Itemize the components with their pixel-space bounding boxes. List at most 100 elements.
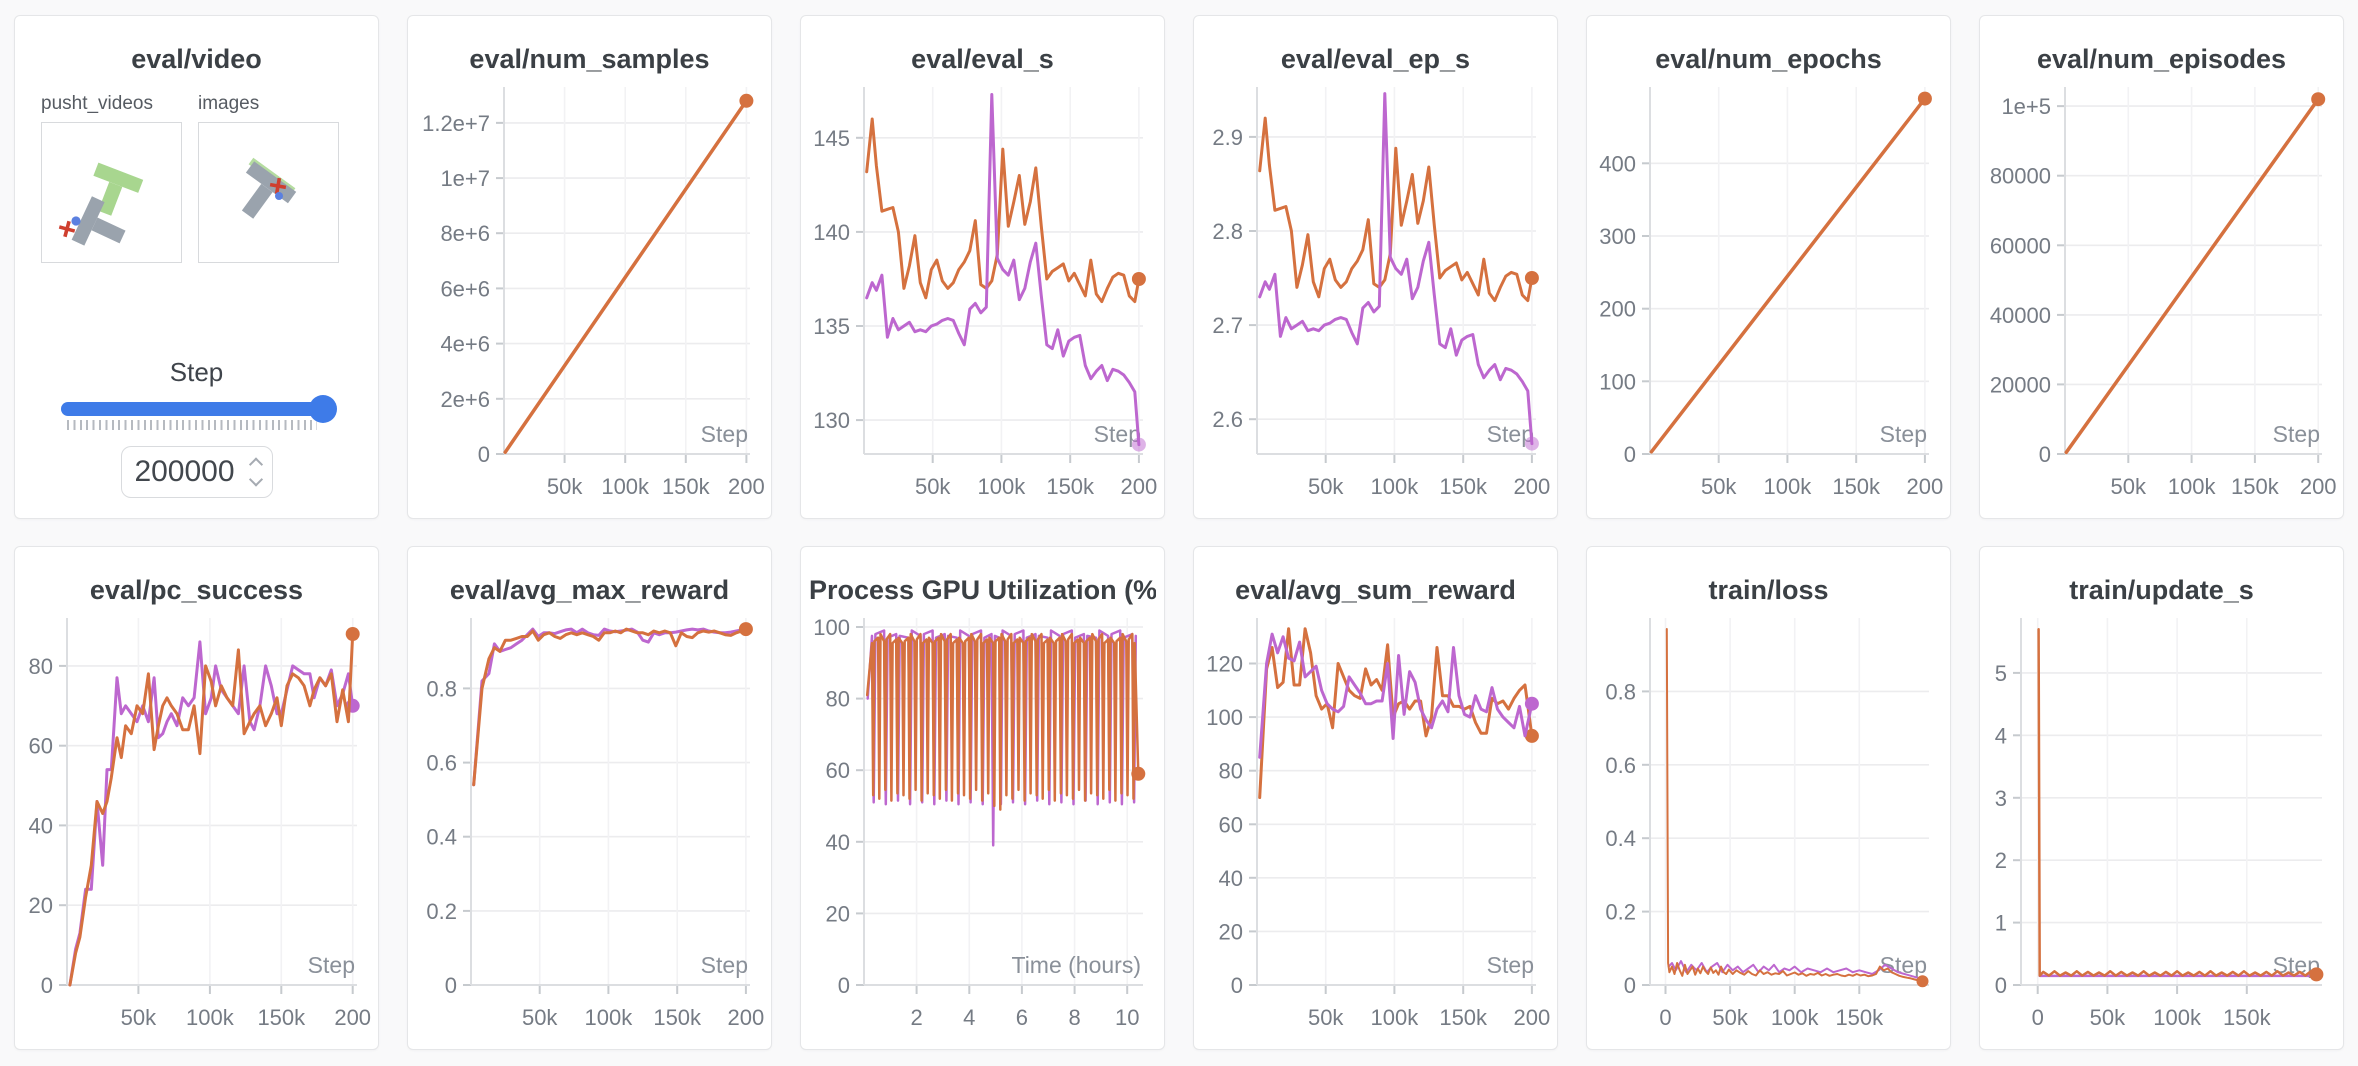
svg-text:Step: Step (1880, 421, 1927, 447)
panel-title: eval/avg_max_reward (449, 575, 730, 605)
svg-text:8: 8 (1068, 1005, 1080, 1030)
svg-text:200: 200 (1514, 474, 1551, 499)
svg-text:100k: 100k (1371, 1005, 1420, 1030)
step-decrement-icon[interactable] (248, 472, 263, 487)
svg-text:100k: 100k (2153, 1005, 2202, 1030)
panel-title: eval/eval_s (911, 44, 1054, 74)
svg-text:0: 0 (1624, 973, 1636, 998)
svg-text:0.4: 0.4 (1605, 826, 1636, 851)
chart-eval-eval-ep-s[interactable]: 2.6 2.7 2.8 2.9 50k 100k 150k 200 Step (1200, 77, 1551, 510)
svg-text:20000: 20000 (1990, 372, 2051, 397)
chart-eval-num-epochs[interactable]: 0 100 200 300 400 50k 100k 150k 200 Step (1593, 77, 1944, 510)
svg-text:1: 1 (1995, 911, 2007, 936)
svg-text:0: 0 (2032, 1005, 2044, 1030)
svg-text:135: 135 (813, 314, 850, 339)
svg-text:0.6: 0.6 (1605, 753, 1636, 778)
svg-text:0.4: 0.4 (426, 825, 457, 850)
svg-text:6: 6 (1016, 1005, 1028, 1030)
svg-text:80: 80 (29, 654, 53, 679)
svg-text:80: 80 (826, 687, 850, 712)
svg-text:150k: 150k (1832, 474, 1881, 499)
svg-text:Time (hours): Time (hours) (1012, 952, 1142, 978)
media-col-images: images (198, 93, 339, 263)
step-stepper[interactable] (248, 457, 263, 487)
svg-text:200: 200 (1907, 474, 1944, 499)
svg-text:150k: 150k (257, 1005, 306, 1030)
panel-title: eval/avg_sum_reward (1235, 575, 1516, 605)
svg-text:100k: 100k (1764, 474, 1813, 499)
svg-text:Step: Step (701, 421, 748, 447)
svg-text:2.7: 2.7 (1212, 313, 1243, 338)
svg-text:0.8: 0.8 (1605, 679, 1636, 704)
svg-text:300: 300 (1599, 224, 1636, 249)
svg-text:2: 2 (1995, 848, 2007, 873)
chart-eval-num-episodes[interactable]: 0 20000 40000 60000 80000 1e+5 50k 100k 150k 200 S… (1986, 77, 2337, 510)
svg-text:100k: 100k (1771, 1005, 1820, 1030)
media-label: images (198, 93, 260, 114)
step-slider-thumb[interactable] (308, 395, 337, 423)
pusht-scene-image (58, 162, 144, 246)
svg-text:145: 145 (813, 126, 850, 151)
step-control-block: Step (15, 357, 378, 498)
chart-eval-num-samples[interactable]: 0 2e+6 4e+6 6e+6 8e+6 1e+7 1.2e+7 50k 100k 150k 20… (414, 77, 765, 510)
svg-text:50k: 50k (1701, 474, 1737, 499)
svg-text:20: 20 (826, 901, 850, 926)
chart-eval-avg-max-reward[interactable]: 0 0.2 0.4 0.6 0.8 50k 100k 150k 200 Step (414, 608, 765, 1041)
svg-text:40: 40 (826, 830, 850, 855)
svg-text:8e+6: 8e+6 (440, 221, 490, 246)
chart-eval-avg-sum-reward[interactable]: 0 20 40 60 80 100 120 50k 100k 150k 200 Step (1200, 608, 1551, 1041)
svg-text:4: 4 (1995, 723, 2007, 748)
svg-text:40: 40 (29, 813, 53, 838)
panel-eval-avg-sum-reward: eval/avg_sum_reward 0 20 40 60 80 100 120 50k 10… (1193, 546, 1558, 1050)
svg-text:200: 200 (2300, 474, 2337, 499)
step-slider[interactable] (60, 395, 337, 423)
chart-eval-eval-s[interactable]: 130 135 140 145 50k 100k 150k 200 Step (807, 77, 1158, 510)
step-value-input[interactable] (120, 446, 273, 498)
panel-eval-eval-s: eval/eval_s 130 135 140 145 50k 100k 150k 200 St… (800, 15, 1165, 519)
svg-text:Step: Step (2273, 421, 2320, 447)
svg-text:2.8: 2.8 (1212, 219, 1243, 244)
svg-text:100k: 100k (585, 1005, 634, 1030)
svg-text:100: 100 (1206, 705, 1243, 730)
svg-text:60: 60 (826, 758, 850, 783)
pusht-video-thumbnail[interactable] (41, 122, 182, 263)
svg-text:Step: Step (1487, 952, 1534, 978)
panel-eval-num-samples: eval/num_samples 0 2e+6 4e+6 6e+6 8e+6 1e+7 1.… (407, 15, 772, 519)
svg-text:100k: 100k (601, 474, 650, 499)
chart-eval-pc-success[interactable]: 0 20 40 60 80 50k 100k 150k 200 Step (21, 608, 372, 1041)
svg-text:0: 0 (478, 442, 490, 467)
svg-text:200: 200 (728, 1005, 765, 1030)
svg-text:5: 5 (1995, 661, 2007, 686)
images-scene-image (241, 157, 297, 219)
svg-text:150k: 150k (1439, 474, 1488, 499)
chart-train-loss[interactable]: 0 0.2 0.4 0.6 0.8 0 50k 100k 150k Step (1593, 608, 1944, 1041)
panel-title: eval/num_epochs (1655, 44, 1882, 74)
svg-text:100: 100 (1599, 369, 1636, 394)
step-increment-icon[interactable] (248, 457, 263, 472)
images-thumbnail[interactable] (198, 122, 339, 263)
svg-text:2.6: 2.6 (1212, 407, 1243, 432)
svg-text:50k: 50k (547, 474, 583, 499)
panel-eval-avg-max-reward: eval/avg_max_reward 0 0.2 0.4 0.6 0.8 50k 100k… (407, 546, 772, 1050)
svg-text:10: 10 (1115, 1005, 1139, 1030)
panel-title: train/loss (1708, 575, 1829, 605)
goal-cross-icon (58, 220, 76, 238)
svg-text:60: 60 (29, 734, 53, 759)
step-slider-label: Step (169, 357, 224, 387)
svg-text:80: 80 (1219, 759, 1243, 784)
svg-text:200: 200 (1599, 297, 1636, 322)
svg-text:2e+6: 2e+6 (440, 387, 490, 412)
svg-text:4e+6: 4e+6 (440, 332, 490, 357)
panel-title: train/update_s (2069, 575, 2254, 605)
svg-text:50k: 50k (2090, 1005, 2126, 1030)
svg-text:2.9: 2.9 (1212, 125, 1243, 150)
chart-gpu-utilization[interactable]: 0 20 40 60 80 100 2 4 6 8 10 Time (hours) (807, 608, 1158, 1041)
svg-text:60: 60 (1219, 812, 1243, 837)
svg-text:400: 400 (1599, 151, 1636, 176)
svg-text:100k: 100k (186, 1005, 235, 1030)
svg-text:0: 0 (1231, 973, 1243, 998)
chart-train-update-s[interactable]: 0 1 2 3 4 5 0 50k 100k 150k Step (1986, 608, 2337, 1041)
panel-title: eval/eval_ep_s (1280, 44, 1471, 74)
media-col-pusht-videos: pusht_videos (41, 93, 182, 263)
